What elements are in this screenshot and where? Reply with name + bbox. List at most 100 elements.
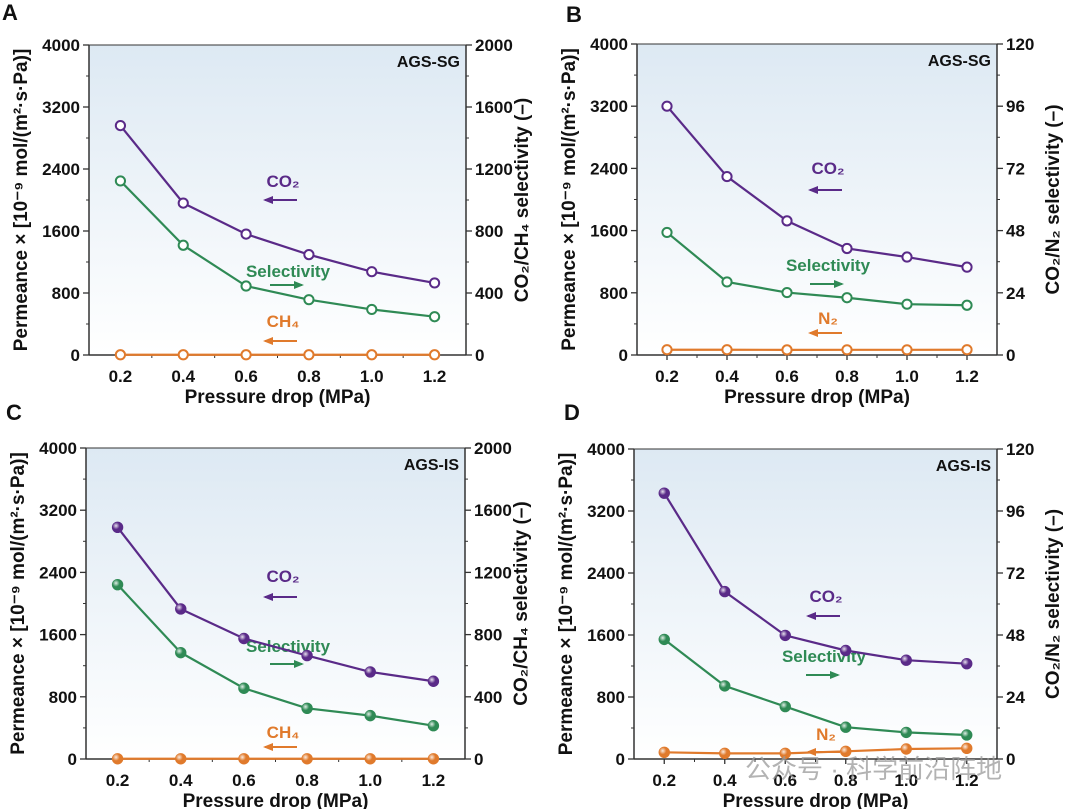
arrow-left-icon xyxy=(263,196,273,204)
y-right-axis-title: CO₂/N₂ selectivity (–) xyxy=(1043,509,1064,699)
y-right-tick-label: 72 xyxy=(1006,564,1025,583)
data-point xyxy=(303,294,315,306)
y-left-tick-label: 1600 xyxy=(590,222,628,241)
y-left-tick-label: 4000 xyxy=(42,36,80,55)
y-right-tick-label: 120 xyxy=(1006,440,1034,459)
y-right-tick-label: 1200 xyxy=(474,563,512,582)
series-label: CO₂ xyxy=(811,159,844,178)
series-label: Selectivity xyxy=(246,637,331,656)
y-left-tick-label: 0 xyxy=(68,750,77,769)
x-tick-label: 0.2 xyxy=(106,771,130,790)
x-tick-label: 0.4 xyxy=(715,367,739,386)
data-point-highlight xyxy=(659,634,670,645)
series-minor_gas: CH₄ xyxy=(111,723,440,765)
arrow-right-icon xyxy=(294,660,304,668)
series-line xyxy=(116,583,434,727)
arrow-left-icon xyxy=(806,612,816,620)
x-tick-label: 0.4 xyxy=(169,771,193,790)
y-right-tick-label: 0 xyxy=(475,346,484,365)
series-minor_gas: N₂ xyxy=(658,725,973,760)
data-point-highlight xyxy=(659,487,670,499)
data-point xyxy=(303,249,315,261)
y-right-axis-title: CO₂/N₂ selectivity (–) xyxy=(1043,104,1064,294)
data-point xyxy=(303,349,315,361)
x-tick-label: 0.8 xyxy=(297,367,321,386)
x-tick-label: 0.8 xyxy=(835,367,859,386)
data-point-highlight xyxy=(840,645,851,656)
y-right-tick-label: 24 xyxy=(1006,688,1025,707)
y-left-axis-title: Permeance × [10⁻⁹ mol/(m²·s·Pa)] xyxy=(8,452,29,755)
series-line xyxy=(116,526,434,683)
data-point xyxy=(781,286,793,299)
sample-label: AGS-IS xyxy=(404,457,459,474)
series-line xyxy=(119,124,435,285)
data-point-highlight xyxy=(961,729,972,741)
x-axis-title: Pressure drop (MPa) xyxy=(183,791,369,809)
data-point xyxy=(366,349,378,361)
x-tick-label: 1.0 xyxy=(360,367,384,386)
y-right-axis-title: CO₂/CH₄ selectivity (–) xyxy=(511,501,532,705)
y-left-tick-label: 800 xyxy=(600,284,628,303)
data-point xyxy=(901,251,913,263)
y-left-tick-label: 3200 xyxy=(587,502,625,521)
y-left-tick-label: 2400 xyxy=(587,564,625,583)
data-point xyxy=(428,349,441,361)
data-point xyxy=(961,299,973,311)
y-right-tick-label: 2000 xyxy=(475,36,513,55)
data-point-highlight xyxy=(301,753,313,764)
panel-letter: B xyxy=(566,2,582,27)
data-point-highlight xyxy=(780,748,791,759)
data-point xyxy=(661,100,673,112)
series-line xyxy=(666,105,968,269)
data-point xyxy=(781,344,793,356)
panel-letter: D xyxy=(564,400,580,425)
series-co2: CO₂ xyxy=(111,521,440,687)
data-point-highlight xyxy=(840,722,851,733)
data-point xyxy=(177,349,189,361)
y-right-tick-label: 96 xyxy=(1006,502,1025,521)
data-point-highlight xyxy=(238,683,250,694)
x-tick-label: 1.0 xyxy=(895,367,919,386)
x-tick-label: 0.2 xyxy=(655,367,679,386)
series-co2: CO₂ xyxy=(658,487,973,670)
arrow-right-icon xyxy=(834,280,844,288)
series-label: CO₂ xyxy=(809,587,842,606)
data-point-highlight xyxy=(780,630,791,641)
y-right-tick-label: 1600 xyxy=(475,98,513,117)
x-axis-title: Pressure drop (MPa) xyxy=(724,387,910,408)
data-point-highlight xyxy=(719,586,730,597)
y-right-tick-label: 0 xyxy=(474,750,483,769)
data-point-highlight xyxy=(428,676,439,687)
x-tick-label: 1.0 xyxy=(358,771,382,790)
data-point-highlight xyxy=(901,654,912,666)
series-minor_gas: CH₄ xyxy=(114,312,441,361)
y-right-tick-label: 800 xyxy=(475,222,503,241)
data-point xyxy=(901,344,913,356)
series-label: CH₄ xyxy=(267,312,300,331)
panel-letter: A xyxy=(2,0,18,25)
y-left-tick-label: 3200 xyxy=(590,97,628,116)
arrow-left-icon xyxy=(263,593,273,601)
data-point-highlight xyxy=(238,633,250,644)
y-right-tick-label: 800 xyxy=(474,626,502,645)
series-co2: CO₂ xyxy=(114,120,441,289)
x-tick-label: 0.6 xyxy=(232,771,256,790)
y-left-tick-label: 800 xyxy=(52,284,80,303)
sample-label: AGS-SG xyxy=(928,53,991,70)
series-line xyxy=(119,180,435,318)
data-point-highlight xyxy=(961,658,972,669)
data-point xyxy=(841,292,853,304)
x-axis-title: Pressure drop (MPa) xyxy=(723,791,909,809)
y-right-axis-title: CO₂/CH₄ selectivity (–) xyxy=(512,98,533,302)
series-label: Selectivity xyxy=(786,256,871,275)
data-point xyxy=(114,120,127,132)
data-point xyxy=(177,197,189,209)
series-label: Selectivity xyxy=(782,647,867,666)
series-label: N₂ xyxy=(816,725,836,744)
y-right-tick-label: 400 xyxy=(475,284,503,303)
x-tick-label: 0.6 xyxy=(234,367,258,386)
data-point xyxy=(901,298,913,310)
y-right-tick-label: 0 xyxy=(1006,346,1015,365)
series-line xyxy=(663,638,967,737)
